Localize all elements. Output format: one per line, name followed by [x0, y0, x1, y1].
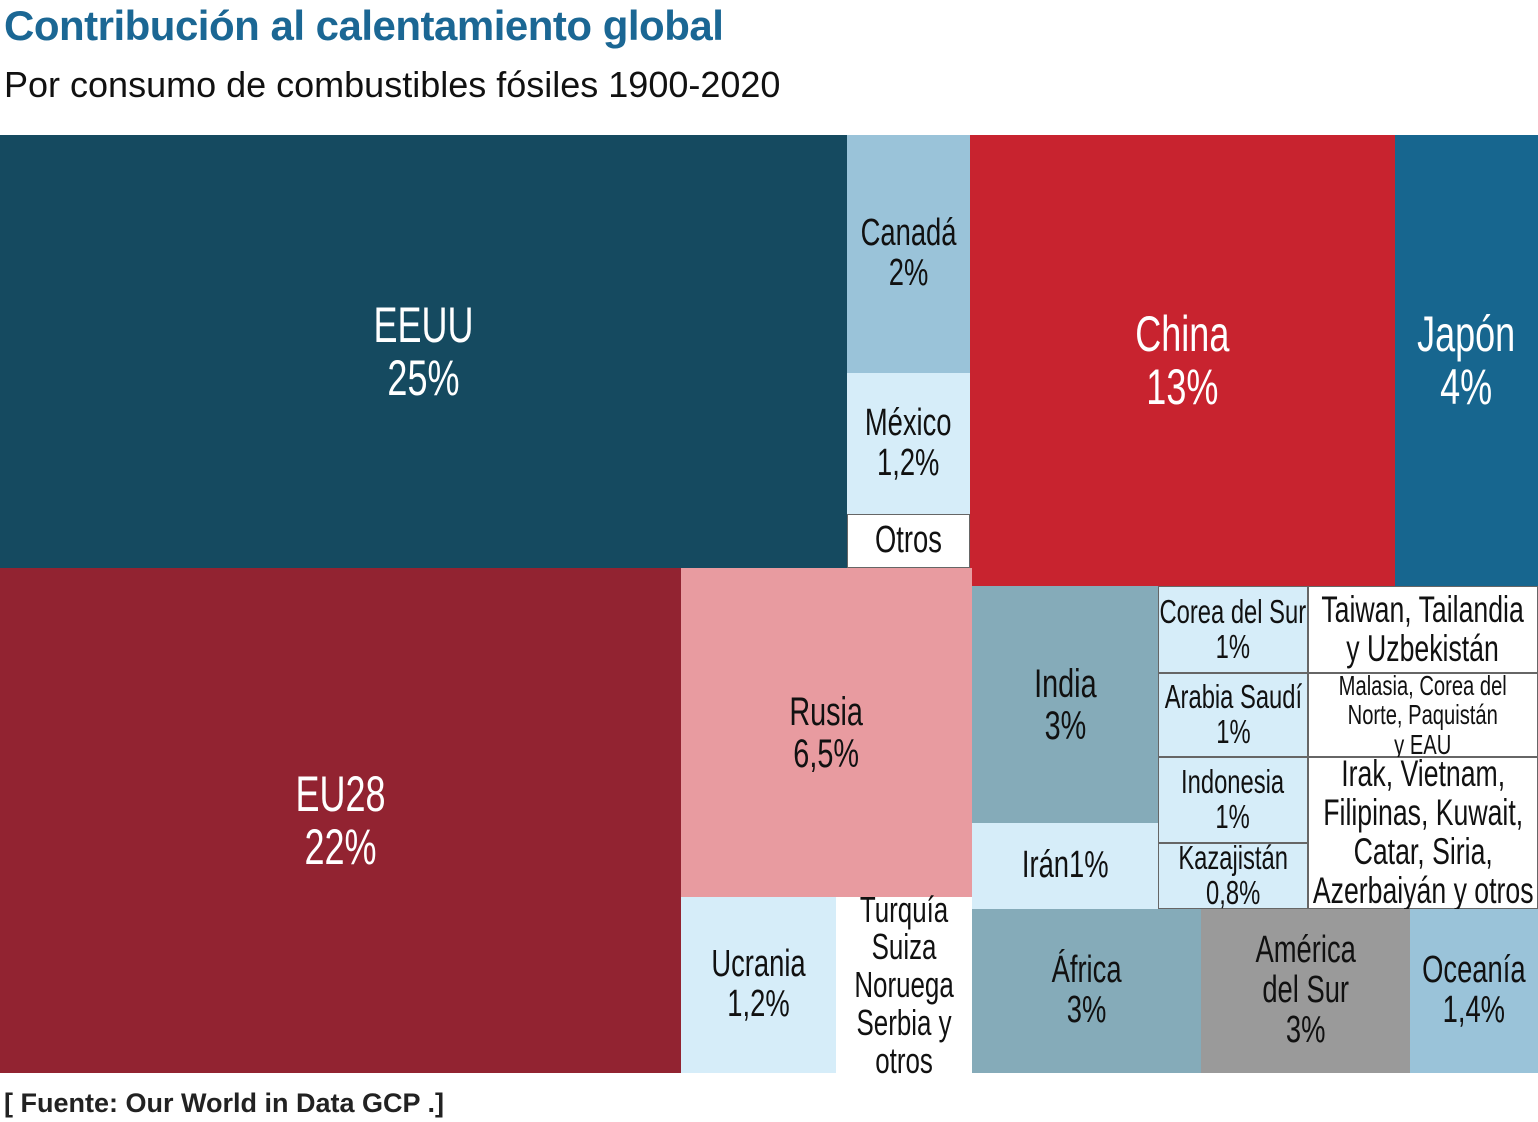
cell-label: Filipinas, Kuwait, [1323, 792, 1523, 834]
treemap-cell-irak: Irak, Vietnam, Filipinas, Kuwait, Catar, S… [1308, 753, 1538, 911]
cell-value: 2% [888, 252, 929, 294]
cell-label: del Sur [1262, 969, 1349, 1012]
cell-label: México [865, 401, 952, 444]
treemap-cell-japon: Japón 4% [1395, 135, 1538, 586]
treemap-cell-china: China 13% [970, 135, 1395, 586]
treemap-cell-mexico: México 1,2% [847, 373, 970, 514]
treemap-cell-eeuu: EEUU 25% [0, 135, 847, 568]
cell-label: Suiza [871, 926, 937, 968]
cell-label: Japón [1417, 306, 1516, 362]
cell-label: Indonesia [1181, 763, 1285, 801]
source-note: [ Fuente: Our World in Data GCP .] [4, 1088, 445, 1118]
treemap-cell-oceania: Oceanía 1,4% [1410, 909, 1538, 1073]
cell-label: Canadá [860, 212, 957, 255]
cell-label: Ucrania [711, 943, 806, 986]
treemap-cell-eu28: EU28 22% [0, 568, 681, 1073]
cell-label: y EAU [1394, 728, 1452, 760]
treemap-cell-rusia: Rusia 6,5% [681, 568, 972, 897]
treemap-cell-ucrania: Ucrania 1,2% [681, 897, 836, 1073]
cell-label: India [1033, 661, 1097, 706]
cell-value: 1% [1215, 713, 1251, 750]
cell-value: 13% [1146, 358, 1219, 415]
cell-label: África [1051, 949, 1122, 992]
cell-label: Oceanía [1422, 949, 1526, 992]
cell-label: y Uzbekistán [1346, 627, 1500, 669]
cell-label: Rusia [789, 689, 864, 734]
cell-label: China [1135, 306, 1230, 362]
cell-value: 3% [1044, 703, 1086, 748]
cell-value: 1,2% [727, 983, 790, 1025]
treemap-cell-india: India 3% [972, 586, 1158, 823]
cell-label: Arabia Saudí [1164, 678, 1302, 716]
cell-label: EU28 [295, 766, 386, 822]
cell-label: Turquía [859, 888, 949, 930]
cell-label: Serbia y [856, 1001, 952, 1043]
cell-label: Azerbaiyán y otros [1312, 869, 1534, 911]
cell-value: 25% [387, 349, 460, 406]
cell-value: 1% [1215, 798, 1251, 835]
cell-label: Taiwan, Tailandia [1321, 588, 1525, 630]
treemap-cell-malasia: Malasia, Corea del Norte, Paquistán y EAU [1308, 669, 1538, 760]
cell-label: Corea del Sur [1159, 592, 1307, 630]
cell-label: Malasia, Corea del [1338, 669, 1508, 701]
cell-value: 22% [304, 818, 377, 875]
cell-label: Noruega [854, 964, 954, 1006]
treemap-cell-otros: Otros [847, 514, 970, 568]
cell-value: 1,2% [877, 441, 940, 484]
treemap-cell-america: América del Sur 3% [1201, 909, 1410, 1073]
treemap-cell-turquia: Turquía Suiza Noruega Serbia y otros [836, 890, 972, 1079]
treemap-cell-canada: Canadá 2% [847, 135, 970, 373]
cell-value: 3% [1285, 1008, 1326, 1051]
treemap-cell-kazajistan: Kazajistán 0,8% [1158, 839, 1308, 911]
cell-value: 6,5% [793, 731, 860, 776]
cell-value: 1,4% [1442, 989, 1506, 1031]
cell-label: Otros [875, 519, 942, 562]
cell-value: 3% [1066, 989, 1107, 1031]
cell-value: 1% [1215, 627, 1251, 665]
cell-label: Irak, Vietnam, [1341, 753, 1505, 795]
chart-title: Contribución al calentamiento global [4, 2, 724, 49]
cell-value: 4% [1440, 358, 1493, 415]
cell-label: Irán1% [1021, 844, 1109, 887]
treemap-cell-corea: Corea del Sur 1% [1158, 586, 1308, 673]
treemap-cell-taiwan: Taiwan, Tailandia y Uzbekistán [1308, 586, 1538, 673]
cell-label: América [1255, 929, 1356, 972]
cell-value: 0,8% [1205, 874, 1261, 911]
cell-label: otros [875, 1039, 933, 1081]
cell-label: EEUU [373, 297, 474, 353]
cell-label: Kazajistán [1178, 839, 1288, 877]
treemap-cell-indonesia: Indonesia 1% [1158, 757, 1308, 843]
treemap-cell-africa: África 3% [972, 909, 1201, 1073]
treemap-cell-iran: Irán1% [972, 823, 1158, 909]
treemap-cell-arabia: Arabia Saudí 1% [1158, 673, 1308, 757]
cell-label: Catar, Siria, [1353, 831, 1493, 872]
chart-subtitle: Por consumo de combustibles fósiles 1900… [4, 64, 781, 105]
cell-label: Norte, Paquistán [1347, 699, 1499, 731]
